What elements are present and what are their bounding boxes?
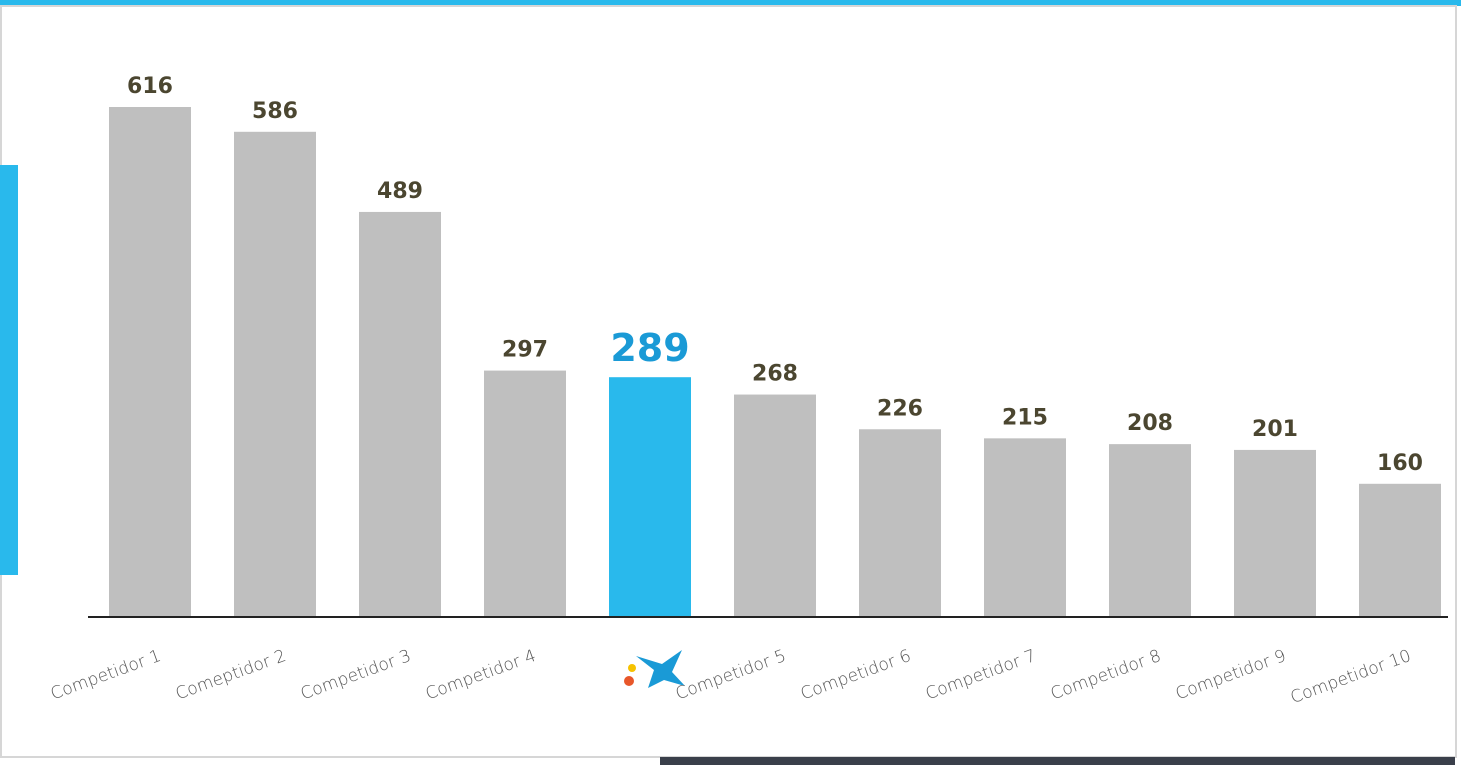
value-label: 215 <box>1002 405 1048 430</box>
bar <box>359 211 441 616</box>
value-label: 201 <box>1252 417 1298 442</box>
bottom-shadow <box>660 757 1455 765</box>
bar <box>1359 483 1441 616</box>
value-label: 297 <box>502 338 548 363</box>
logo-dot-orange <box>624 676 634 686</box>
bar <box>1234 449 1316 616</box>
value-label: 489 <box>377 179 423 204</box>
bar <box>234 131 316 617</box>
value-label: 208 <box>1127 411 1173 436</box>
bar <box>859 429 941 616</box>
logo <box>624 650 685 688</box>
value-label: 289 <box>610 326 689 370</box>
value-label: 226 <box>877 396 923 421</box>
value-label: 268 <box>752 362 798 387</box>
value-label: 616 <box>127 74 173 99</box>
bar <box>109 107 191 616</box>
value-label: 586 <box>252 99 298 124</box>
logo-dot-yellow <box>628 664 636 672</box>
top-strip <box>0 0 1461 6</box>
bar <box>984 438 1066 616</box>
bar <box>484 370 566 616</box>
logo-star <box>636 650 685 688</box>
bar <box>1109 444 1191 616</box>
value-label: 160 <box>1377 451 1423 476</box>
bar <box>609 377 691 616</box>
bar <box>734 394 816 616</box>
side-strip <box>0 165 18 575</box>
